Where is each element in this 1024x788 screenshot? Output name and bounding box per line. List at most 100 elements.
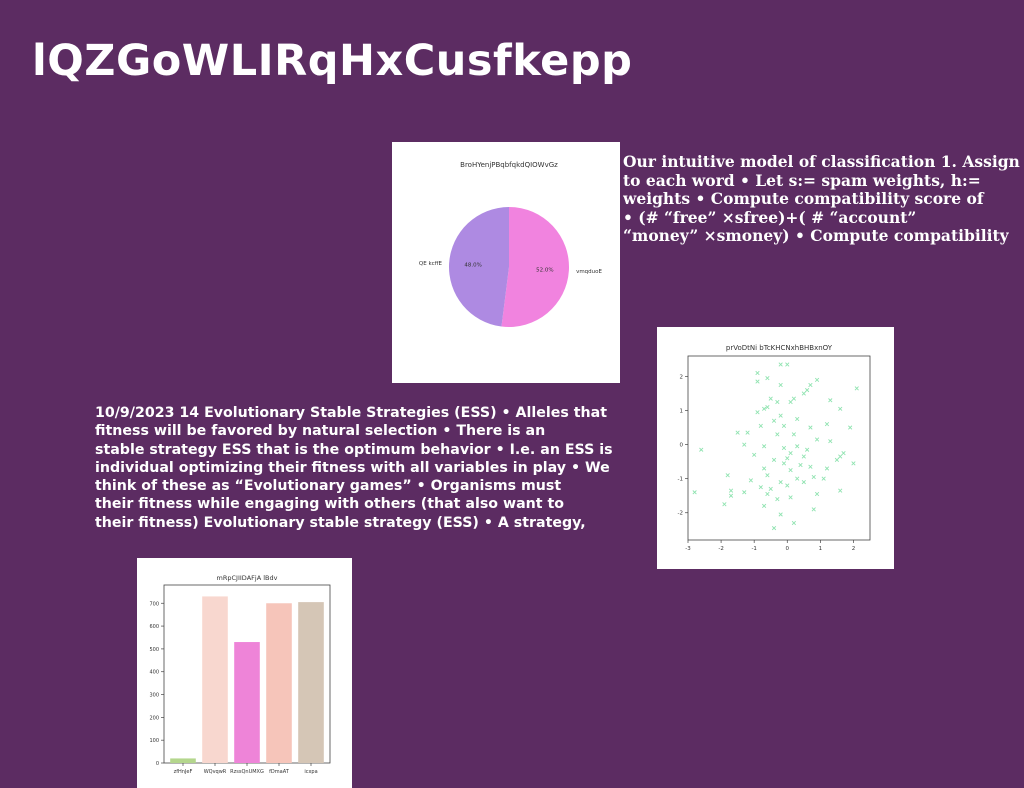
scatter-point [761,444,767,449]
y-tick-label: 0 [156,761,159,767]
scatter-point [811,507,816,512]
text-line: their fitness) Evolutionary stable strat… [95,514,586,531]
scatter-point [778,512,783,517]
scatter-point [808,464,813,469]
scatter-point [755,379,760,384]
scatter-point [771,418,777,423]
scatter-point [765,491,770,497]
scatter-point [814,437,820,442]
scatter-point [781,461,787,466]
x-tick-label: icxpa [304,769,317,775]
x-tick-label: WQvqwR [204,769,227,775]
text-line: think of these as “Evolutionary games” •… [95,478,562,495]
x-tick-label: 2 [852,546,856,552]
bar-chart: mRpCJIIDAFjA lBdv 0 100 200 300 400 500 600 700 z… [149,574,331,775]
scatter-point [728,493,734,498]
scatter-point [755,370,760,376]
scatter-point [692,490,697,495]
scatter-point [788,495,793,500]
scatter-point [791,520,797,526]
plot-frame [687,355,871,541]
scatter-point [742,442,747,447]
scatter-point [722,502,727,507]
scatter-point [778,413,783,418]
scatter-point [824,422,830,427]
scatter-point [834,457,840,463]
scatter-point [838,406,843,411]
scatter-point [781,423,787,428]
scatter-point [788,468,793,473]
scatter-point [791,432,797,437]
scatter-point [755,410,760,415]
text-line: their fitness while engaging with others… [95,496,564,513]
scatter-point [745,430,750,435]
scatter-point [808,382,813,388]
scatter-point [788,450,793,456]
scatter-point [828,439,833,444]
scatter-point [798,462,803,468]
y-tick-label: 1 [680,409,684,415]
scatter-point [795,476,800,481]
scatter-point [768,486,773,492]
scatter-point [768,396,773,401]
scatter-point [851,461,856,466]
scatter-point [821,476,826,481]
y-tick-label: 600 [149,624,159,630]
scatter-point [765,404,770,410]
scatter-point [795,416,800,422]
y-tick-label: 100 [149,738,159,744]
bar [298,602,324,763]
bar [234,642,260,763]
scatter-point [811,474,816,480]
scatter-point [781,445,787,451]
scatter-point [742,490,747,495]
slice-pct-label: 48.0% [464,263,481,269]
x-tick-label: fDmaAT [269,769,290,775]
scatter-point [854,386,859,391]
scatter-point [735,430,740,435]
scatter-point [814,491,820,497]
scatter-point [778,382,783,388]
x-tick-label: -2 [718,546,723,552]
classification-text-block: Our intuitive model of classification 1.… [623,153,1024,246]
scatter-chart: prVoDtNi bTcKHCNxhBHBxnOY -3 -2 -1 0 1 2 2 1 0 -1 -… [678,344,871,552]
scatter-point [778,362,783,367]
scatter-point [801,391,806,396]
scatter-point [748,478,753,483]
bar [202,596,228,763]
slide-title: lQZGoWLIRqHxCusfkepp [32,36,633,86]
scatter-point [795,444,800,449]
scatter-point [752,452,757,457]
y-tick-label: 400 [149,670,159,676]
y-tick-label: 700 [149,601,159,607]
scatter-point [785,483,790,488]
scatter-point [788,399,793,405]
bar [266,603,292,763]
text-line: weights • Compute compatibility score of [623,189,984,208]
text-line: stable strategy ESS that is the optimum … [95,441,613,458]
chart-title: BroHYenjPBqbfqkdQIOWvGz [460,161,558,169]
scatter-point [761,503,767,509]
y-tick-label: 2 [680,374,684,380]
y-tick-label: -2 [678,511,683,517]
scatter-point [805,387,810,393]
scatter-point [801,454,806,459]
scatter-point [824,466,830,471]
x-tick-label: 1 [819,546,823,552]
slice-label: vmqduoE [576,269,602,275]
scatter-point [758,485,763,490]
chart-title: prVoDtNi bTcKHCNxhBHBxnOY [726,344,833,352]
scatter-point [801,479,806,485]
pie-slice [448,207,509,327]
scatter-point [785,362,790,367]
scatter-point [758,423,763,428]
pie-chart: BroHYenjPBqbfqkdQIOWvGz 52.0% vmqduoE 48.0%… [419,161,603,327]
text-line: 10/9/2023 14 Evolutionary Stable Strateg… [95,405,607,421]
scatter-point [725,473,730,478]
text-line: Our intuitive model of classification 1.… [623,153,1020,171]
scatter-point [765,376,770,381]
scatter-point [791,396,797,401]
text-line: “money” ×smoney) • Compute compatibility [623,226,1009,245]
text-line: • (# “free” ×sfree)+( # “account” [623,207,917,227]
scatter-point [841,450,846,456]
